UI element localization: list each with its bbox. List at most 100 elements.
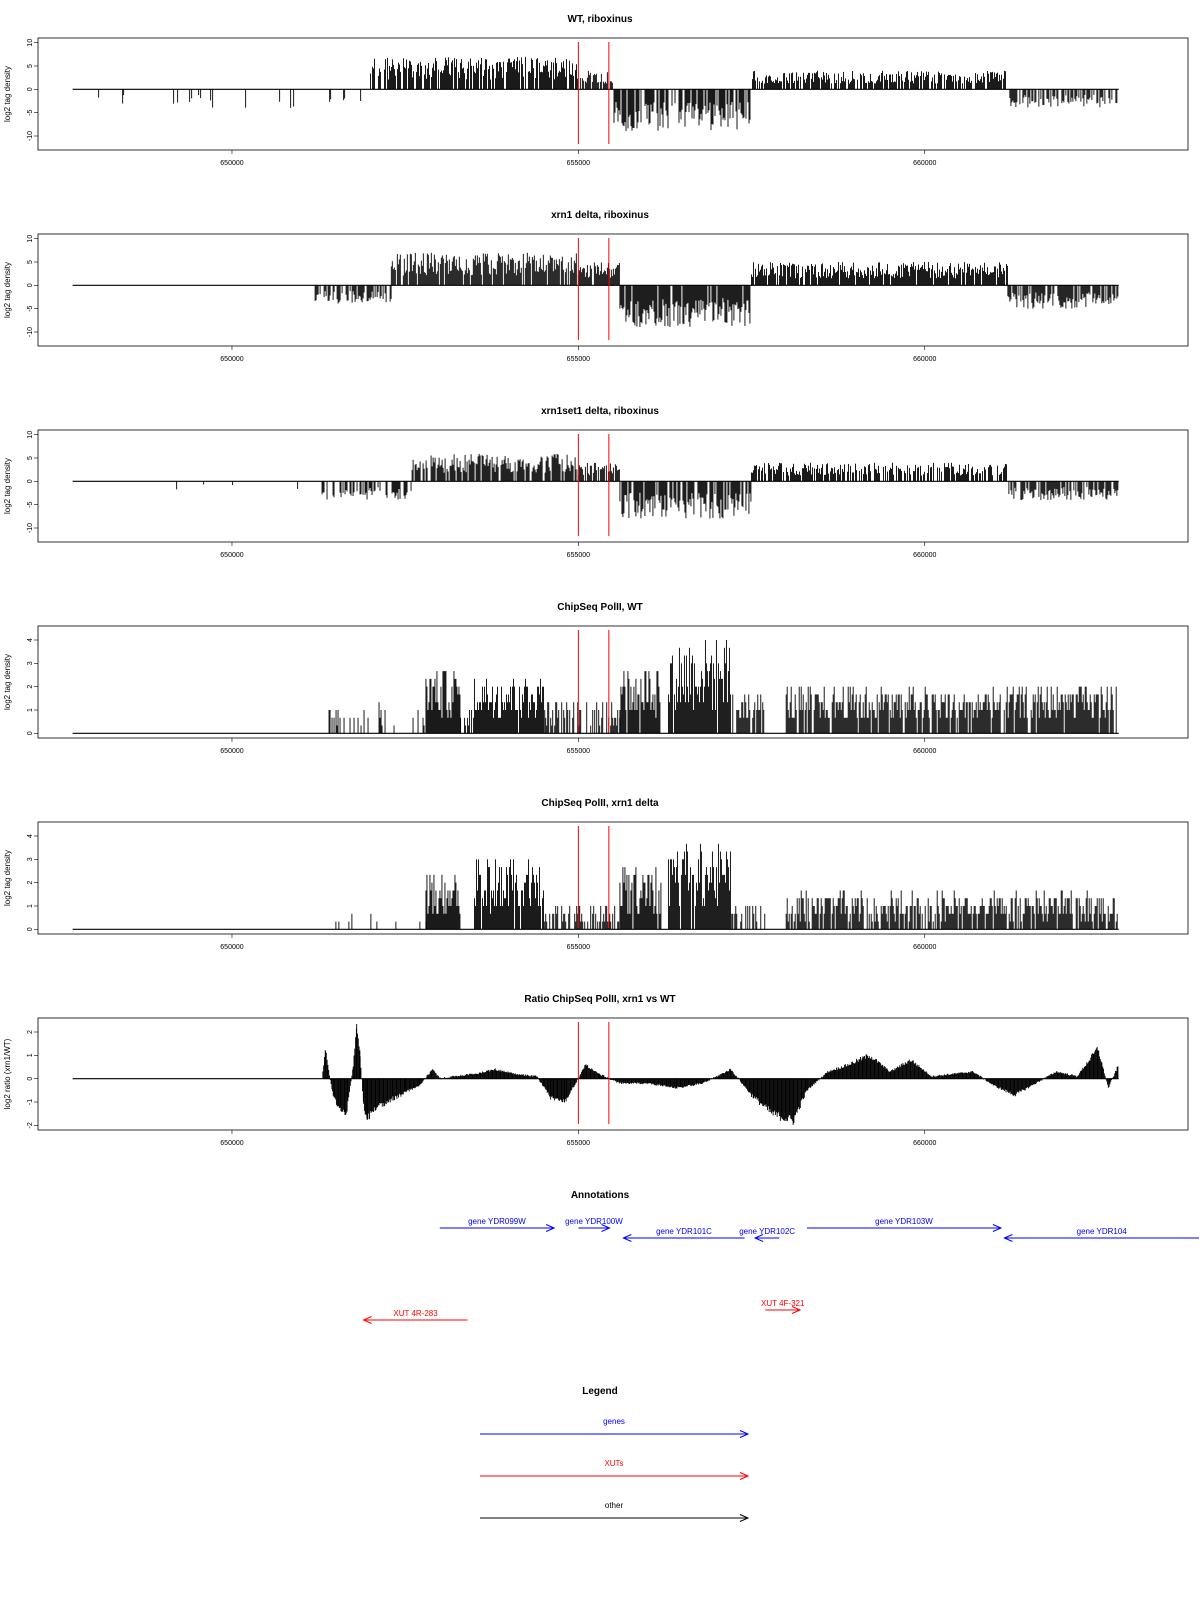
y-axis-label: log2 ratio (xrn1/WT) — [3, 1038, 12, 1109]
plot-frame — [37, 625, 1189, 739]
y-tick-label: 0 — [27, 87, 34, 91]
x-tick-label: 660000 — [913, 1140, 936, 1147]
y-tick-label: 3 — [27, 661, 34, 665]
track-panel-4: ChipSeq PolII, xrn1 delta 0 1 2 3 4 log2 tag … — [0, 784, 1200, 980]
y-tick-label: 5 — [27, 64, 34, 68]
bars-group — [335, 843, 1118, 930]
y-tick-label: -1 — [27, 1099, 34, 1105]
y-tick-label: -5 — [27, 501, 34, 507]
bars-group — [98, 56, 1118, 131]
track-plot-3: 0 1 2 3 4 log2 tag density 650000 655000 660000 — [3, 625, 1189, 755]
bars-group — [314, 252, 1119, 328]
y-tick-label: 4 — [27, 834, 34, 838]
y-tick-label: 2 — [27, 685, 34, 689]
y-tick-label: 0 — [27, 283, 34, 287]
chart-title: xrn1 delta, riboxinus — [551, 210, 649, 221]
y-tick-label: -5 — [27, 109, 34, 115]
gene-annotation-arrowhead — [1003, 1234, 1013, 1242]
y-tick-label: -2 — [27, 1122, 34, 1128]
chart-title: ChipSeq PolII, xrn1 delta — [541, 798, 659, 809]
bars-group — [176, 453, 1119, 519]
x-tick-label: 655000 — [567, 552, 590, 559]
legend-panel: Legend genes XUTs other — [0, 1372, 1200, 1600]
chart-title: Ratio ChipSeq PolII, xrn1 vs WT — [524, 994, 676, 1005]
x-tick-label: 660000 — [913, 356, 936, 363]
x-tick-label: 655000 — [567, 160, 590, 167]
legend-plot: genes XUTs other — [480, 1417, 750, 1522]
gene-annotation-label: gene YDR102C — [739, 1227, 795, 1236]
gene-annotation-arrowhead — [992, 1224, 1003, 1232]
y-tick-label: 10 — [27, 39, 34, 47]
xut-annotation-arrowhead — [791, 1306, 802, 1314]
legend-title: Legend — [582, 1386, 618, 1397]
xut-annotation-label: XUT 4F-321 — [761, 1299, 805, 1308]
x-tick-label: 660000 — [913, 160, 936, 167]
chart-title: xrn1set1 delta, riboxinus — [541, 406, 659, 417]
gene-annotation-label: gene YDR101C — [656, 1227, 712, 1236]
y-tick-label: 5 — [27, 260, 34, 264]
gene-annotation-label: gene YDR099W — [468, 1217, 526, 1226]
legend-label: XUTs — [604, 1459, 623, 1468]
y-tick-label: -5 — [27, 305, 34, 311]
track-panel-0: WT, riboxinus 10 5 0 -5 -10 log2 tag density 6… — [0, 0, 1200, 196]
x-tick-label: 650000 — [220, 552, 243, 559]
track-plot-1: 10 5 0 -5 -10 log2 tag density 650000 655000 660… — [3, 233, 1189, 363]
x-tick-label: 660000 — [913, 552, 936, 559]
plot-frame — [37, 1017, 1189, 1131]
y-tick-label: 0 — [27, 927, 34, 931]
bars-group — [321, 1024, 1119, 1125]
annotations-title: Annotations — [570, 1190, 630, 1201]
gene-annotation-arrowhead — [601, 1224, 611, 1232]
y-tick-label: -10 — [27, 327, 34, 337]
track-panel-5: Ratio ChipSeq PolII, xrn1 vs WT 2 1 0 -1 -2 l… — [0, 980, 1200, 1176]
x-tick-label: 655000 — [567, 944, 590, 951]
x-tick-label: 655000 — [567, 1140, 590, 1147]
y-tick-label: 10 — [27, 431, 34, 439]
y-tick-label: 1 — [27, 904, 34, 908]
gene-annotation-label: gene YDR100W — [565, 1217, 623, 1226]
y-axis-label: log2 tag density — [3, 66, 12, 122]
track-panel-2: xrn1set1 delta, riboxinus 10 5 0 -5 -10 log2 … — [0, 392, 1200, 588]
y-tick-label: -10 — [27, 523, 34, 533]
plot-frame — [37, 821, 1189, 935]
y-tick-label: 0 — [27, 1077, 34, 1081]
y-axis-label: log2 tag density — [3, 458, 12, 514]
track-plot-4: 0 1 2 3 4 log2 tag density 650000 655000 660000 — [3, 821, 1189, 951]
y-tick-label: 2 — [27, 881, 34, 885]
xut-annotation-arrowhead — [362, 1316, 372, 1324]
x-tick-label: 650000 — [220, 748, 243, 755]
x-tick-label: 655000 — [567, 748, 590, 755]
track-plot-5: 2 1 0 -1 -2 log2 ratio (xrn1/WT) 650000 655000 6… — [3, 1017, 1189, 1147]
gene-annotation-label: gene YDR103W — [875, 1217, 933, 1226]
track-plot-2: 10 5 0 -5 -10 log2 tag density 650000 655000 660… — [3, 429, 1189, 559]
plot-frame — [37, 233, 1189, 347]
legend-label: genes — [603, 1417, 625, 1426]
gene-annotation-arrowhead — [753, 1234, 764, 1242]
y-tick-label: 3 — [27, 857, 34, 861]
x-tick-label: 650000 — [220, 1140, 243, 1147]
y-axis-label: log2 tag density — [3, 262, 12, 318]
plot-frame — [37, 429, 1189, 543]
gene-annotation-label: gene YDR104 — [1077, 1227, 1128, 1236]
track-panel-3: ChipSeq PolII, WT 0 1 2 3 4 log2 tag density 6… — [0, 588, 1200, 784]
track-plot-0: 10 5 0 -5 -10 log2 tag density 650000 655000 660… — [3, 37, 1189, 167]
gene-annotation-arrowhead — [545, 1224, 556, 1232]
legend-arrowhead — [739, 1472, 750, 1480]
x-tick-label: 660000 — [913, 944, 936, 951]
y-tick-label: 1 — [27, 708, 34, 712]
chart-title: ChipSeq PolII, WT — [557, 602, 643, 613]
gene-annotation-arrowhead — [622, 1234, 632, 1242]
x-tick-label: 650000 — [220, 160, 243, 167]
track-panel-1: xrn1 delta, riboxinus 10 5 0 -5 -10 log2 tag … — [0, 196, 1200, 392]
x-tick-label: 655000 — [567, 356, 590, 363]
legend-label: other — [605, 1501, 624, 1510]
y-tick-label: 1 — [27, 1053, 34, 1057]
y-tick-label: 0 — [27, 731, 34, 735]
legend-arrowhead — [739, 1514, 750, 1522]
x-tick-label: 650000 — [220, 356, 243, 363]
chart-title: WT, riboxinus — [567, 14, 633, 25]
annotations-panel: Annotations gene YDR099W gene YDR100W gene… — [0, 1176, 1200, 1372]
y-tick-label: 2 — [27, 1030, 34, 1034]
y-axis-label: log2 tag density — [3, 850, 12, 906]
y-tick-label: 4 — [27, 638, 34, 642]
